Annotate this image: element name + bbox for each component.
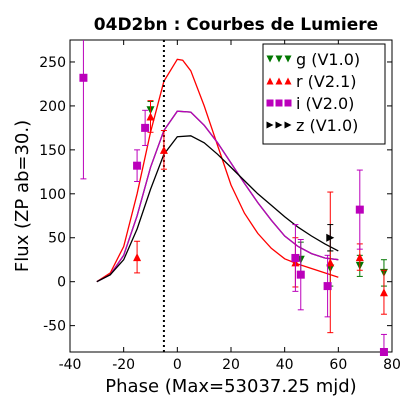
data-point xyxy=(133,253,142,262)
data-point xyxy=(266,99,274,107)
x-tick-label: -40 xyxy=(59,357,82,373)
y-tick-label: 150 xyxy=(39,143,66,159)
data-point xyxy=(379,288,388,297)
x-tick-label: 60 xyxy=(329,357,347,373)
data-point xyxy=(284,55,292,63)
data-point xyxy=(133,161,142,170)
data-point xyxy=(275,121,283,129)
x-tick-label: -20 xyxy=(112,357,135,373)
data-point xyxy=(79,73,88,82)
x-tick-label: 80 xyxy=(383,357,400,373)
data-point xyxy=(296,270,305,279)
data-point xyxy=(275,77,283,85)
y-tick-label: -50 xyxy=(43,319,66,335)
y-axis-label: Flux (ZP ab=30.) xyxy=(12,120,33,272)
data-point xyxy=(146,112,155,121)
y-tick-label: 250 xyxy=(39,55,66,71)
data-point xyxy=(266,121,274,129)
legend-box xyxy=(262,43,386,145)
legend-label: i (V2.0) xyxy=(296,94,354,113)
chart-title: 04D2bn : Courbes de Lumiere xyxy=(94,15,378,35)
data-points xyxy=(79,40,388,356)
x-tick-label: 0 xyxy=(173,357,182,373)
data-point xyxy=(275,55,283,63)
data-point xyxy=(266,55,274,63)
data-point xyxy=(266,77,274,85)
data-point xyxy=(284,77,292,85)
y-tick-label: 200 xyxy=(39,99,66,115)
model-curve xyxy=(96,135,339,283)
data-point xyxy=(323,282,332,291)
y-tick-label: 50 xyxy=(48,231,66,247)
data-point xyxy=(326,233,335,242)
x-tick-label: 20 xyxy=(222,357,240,373)
y-tick-label: 100 xyxy=(39,187,66,203)
legend-label: z (V1.0) xyxy=(296,116,358,135)
y-tick-label: 0 xyxy=(57,275,66,291)
data-point xyxy=(284,121,292,129)
data-point xyxy=(284,99,292,107)
data-point xyxy=(355,253,364,262)
model-curve xyxy=(96,110,339,283)
data-point xyxy=(159,145,168,154)
data-point xyxy=(379,348,388,356)
data-point xyxy=(355,205,364,214)
legend-label: r (V2.1) xyxy=(296,72,357,91)
x-tick-label: 40 xyxy=(276,357,294,373)
legend-label: g (V1.0) xyxy=(296,50,360,69)
data-point xyxy=(326,258,335,267)
data-point xyxy=(275,99,283,107)
data-point xyxy=(291,253,300,262)
x-axis-label: Phase (Max=53037.25 mjd) xyxy=(105,376,356,397)
axis-ticks: -40 -20 0 20 40 60 80 -50 0 50 100 150 200 250 xyxy=(39,40,400,373)
data-point xyxy=(141,123,150,132)
legend: g (V1.0) r (V2.1) i (V2.0) z (V1.0) xyxy=(262,43,386,145)
